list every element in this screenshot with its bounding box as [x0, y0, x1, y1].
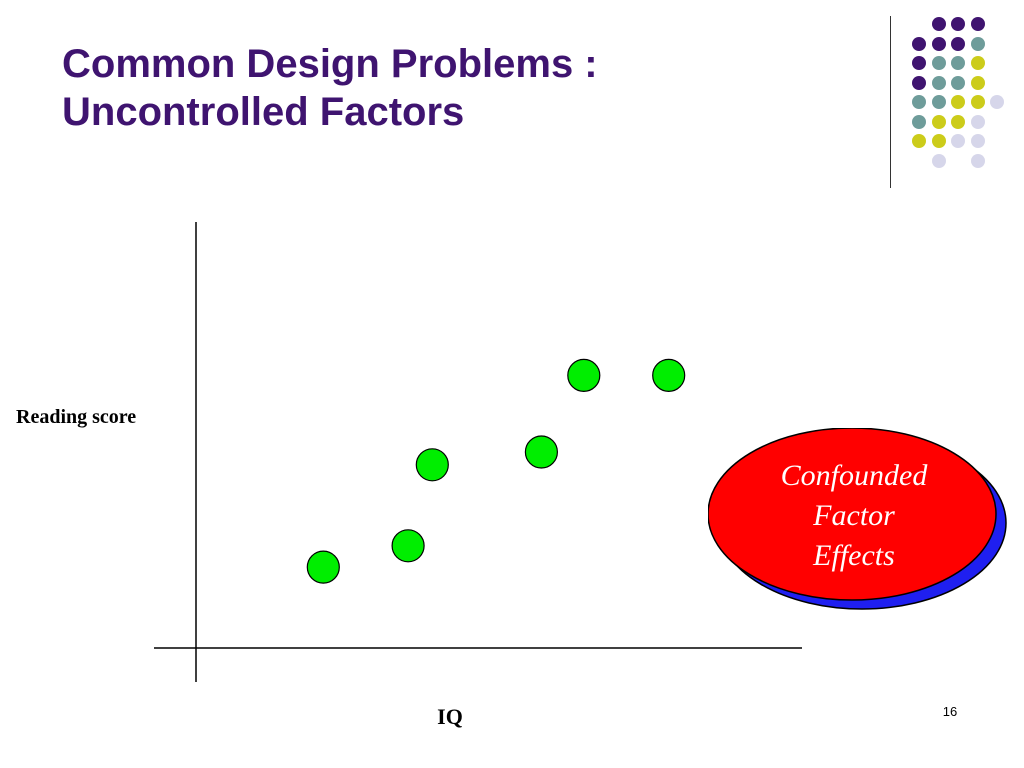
decorative-dot: [931, 114, 946, 129]
decorative-dot: [951, 75, 965, 90]
callout-ellipse: [708, 428, 997, 601]
decorative-dot: [931, 56, 946, 70]
scatter-point: [415, 448, 449, 482]
x-axis-label: IQ: [437, 704, 463, 729]
decorative-dot: [970, 17, 985, 31]
decorative-dot: [931, 36, 946, 51]
decorative-dot: [912, 36, 926, 51]
slide-title: Common Design Problems : Uncontrolled Fa…: [62, 40, 822, 136]
decorative-dot: [931, 134, 946, 148]
y-axis-label: Reading score: [16, 406, 137, 428]
decorative-dot: [951, 17, 965, 31]
decorative-dot: [912, 114, 926, 129]
scatter-points: [306, 358, 686, 584]
decorative-dot: [970, 75, 985, 90]
decorative-dot: [951, 134, 965, 148]
decorative-dot: [912, 95, 926, 109]
callout-line-1: Confounded: [780, 459, 928, 492]
decorative-dot: [951, 95, 965, 109]
decorative-dot: [951, 56, 965, 70]
decorative-dot: [970, 134, 985, 148]
decorative-dot: [931, 17, 946, 31]
scatter-point: [567, 358, 601, 392]
decorative-dot: [912, 75, 926, 90]
scatter-point: [524, 435, 559, 469]
callout-line-3: Effects: [813, 539, 895, 572]
decorative-dot: [951, 114, 965, 129]
decorative-divider: [890, 16, 891, 188]
callout-text: Confounded Factor Effects: [712, 456, 996, 576]
decorative-dot: [912, 134, 926, 148]
page-number: 16: [942, 704, 958, 719]
decorative-dot: [970, 114, 985, 129]
scatter-point: [391, 529, 425, 563]
confounded-factor-callout: [708, 428, 1007, 610]
decorative-dot: [912, 56, 926, 70]
decorative-dot: [951, 36, 965, 51]
callout-line-2: Factor: [813, 499, 895, 532]
scatter-point: [652, 358, 686, 392]
decorative-dot: [990, 95, 1004, 109]
decorative-dot: [931, 153, 946, 168]
scatter-point: [306, 550, 340, 584]
decorative-dot: [931, 95, 946, 109]
slide-title-line-2: Uncontrolled Factors: [62, 90, 465, 134]
decorative-dot: [970, 153, 985, 168]
decorative-dot: [931, 75, 946, 90]
decorative-dot: [970, 95, 985, 109]
decorative-dot: [970, 36, 985, 51]
decorative-dot: [970, 56, 985, 70]
slide-title-line-1: Common Design Problems :: [62, 42, 598, 86]
